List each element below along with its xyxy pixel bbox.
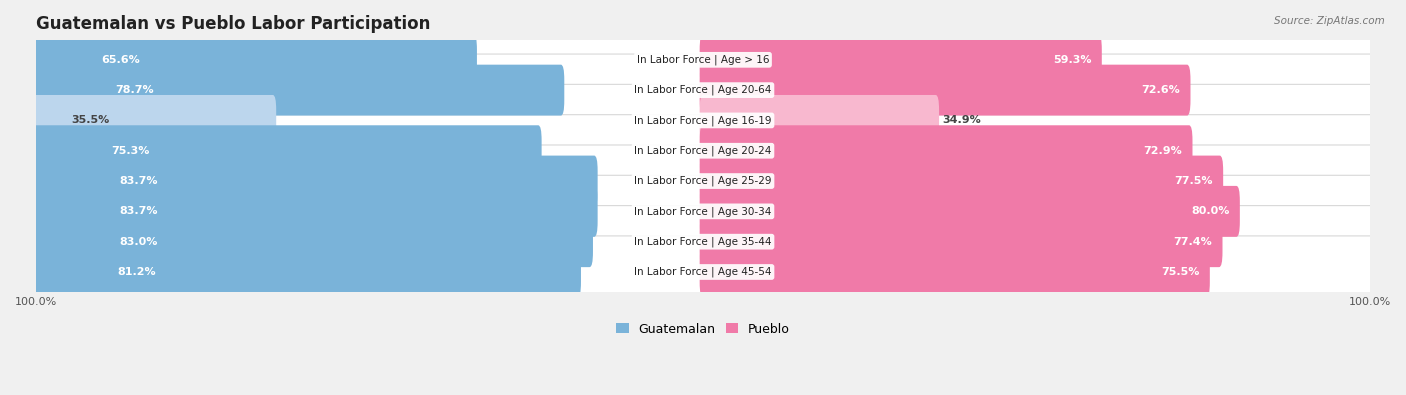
FancyBboxPatch shape: [700, 216, 1222, 267]
Text: Source: ZipAtlas.com: Source: ZipAtlas.com: [1274, 16, 1385, 26]
FancyBboxPatch shape: [31, 206, 1375, 278]
Text: Guatemalan vs Pueblo Labor Participation: Guatemalan vs Pueblo Labor Participation: [37, 15, 430, 33]
Text: In Labor Force | Age 16-19: In Labor Force | Age 16-19: [634, 115, 772, 126]
Text: In Labor Force | Age 35-44: In Labor Force | Age 35-44: [634, 237, 772, 247]
FancyBboxPatch shape: [31, 236, 1375, 308]
Text: In Labor Force | Age 20-24: In Labor Force | Age 20-24: [634, 145, 772, 156]
FancyBboxPatch shape: [32, 216, 593, 267]
Text: In Labor Force | Age 45-54: In Labor Force | Age 45-54: [634, 267, 772, 277]
Text: 34.9%: 34.9%: [942, 115, 981, 126]
Text: 80.0%: 80.0%: [1191, 206, 1230, 216]
FancyBboxPatch shape: [31, 24, 1375, 96]
FancyBboxPatch shape: [700, 246, 1209, 297]
Text: 83.7%: 83.7%: [120, 206, 159, 216]
FancyBboxPatch shape: [32, 65, 564, 116]
FancyBboxPatch shape: [32, 246, 581, 297]
FancyBboxPatch shape: [700, 34, 1102, 85]
Text: In Labor Force | Age 25-29: In Labor Force | Age 25-29: [634, 176, 772, 186]
FancyBboxPatch shape: [700, 156, 1223, 207]
FancyBboxPatch shape: [31, 54, 1375, 126]
Text: 72.6%: 72.6%: [1142, 85, 1181, 95]
Text: 75.5%: 75.5%: [1161, 267, 1199, 277]
Text: 81.2%: 81.2%: [117, 267, 156, 277]
Text: In Labor Force | Age 20-64: In Labor Force | Age 20-64: [634, 85, 772, 95]
Text: 77.4%: 77.4%: [1174, 237, 1212, 246]
FancyBboxPatch shape: [32, 95, 276, 146]
FancyBboxPatch shape: [31, 115, 1375, 187]
FancyBboxPatch shape: [32, 34, 477, 85]
Text: In Labor Force | Age 30-34: In Labor Force | Age 30-34: [634, 206, 772, 216]
Text: 83.0%: 83.0%: [120, 237, 157, 246]
Text: In Labor Force | Age > 16: In Labor Force | Age > 16: [637, 55, 769, 65]
Text: 83.7%: 83.7%: [120, 176, 159, 186]
FancyBboxPatch shape: [31, 175, 1375, 247]
Text: 78.7%: 78.7%: [115, 85, 153, 95]
FancyBboxPatch shape: [32, 156, 598, 207]
FancyBboxPatch shape: [700, 125, 1192, 176]
Legend: Guatemalan, Pueblo: Guatemalan, Pueblo: [612, 318, 794, 341]
FancyBboxPatch shape: [32, 186, 598, 237]
Text: 65.6%: 65.6%: [101, 55, 141, 65]
Text: 59.3%: 59.3%: [1053, 55, 1092, 65]
Text: 77.5%: 77.5%: [1174, 176, 1213, 186]
FancyBboxPatch shape: [700, 65, 1191, 116]
Text: 75.3%: 75.3%: [111, 146, 150, 156]
Text: 72.9%: 72.9%: [1143, 146, 1182, 156]
FancyBboxPatch shape: [700, 186, 1240, 237]
FancyBboxPatch shape: [31, 145, 1375, 217]
FancyBboxPatch shape: [32, 125, 541, 176]
FancyBboxPatch shape: [700, 95, 939, 146]
Text: 35.5%: 35.5%: [72, 115, 110, 126]
FancyBboxPatch shape: [31, 85, 1375, 156]
